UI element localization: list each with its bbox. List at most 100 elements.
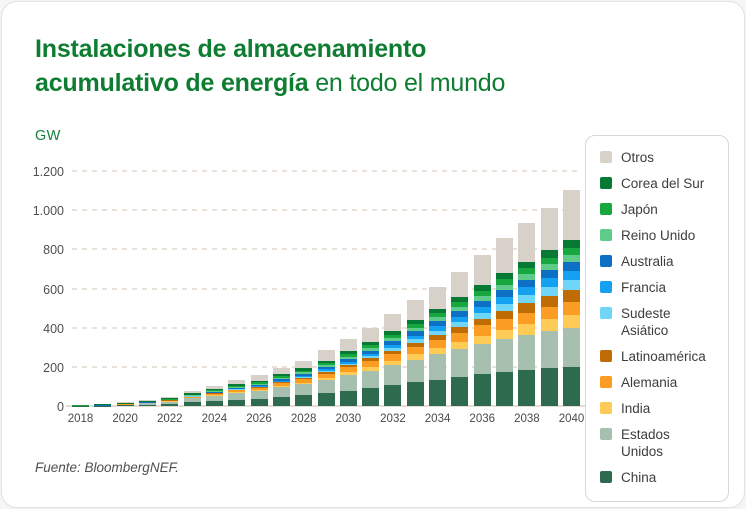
segment-reino-unido bbox=[250, 383, 268, 385]
bar-2020 bbox=[116, 402, 134, 406]
segment-alemania bbox=[429, 339, 447, 349]
segment-corea-del-sur bbox=[429, 308, 447, 314]
segment-latinoamérica bbox=[228, 389, 246, 391]
segment-corea-del-sur bbox=[138, 400, 156, 402]
x-axis-labels: 2018 2020 2022 2024 2026 2028 2030 2032 2034 2036… bbox=[68, 413, 585, 435]
bar-2033 bbox=[406, 299, 424, 406]
segment-estados-unidos bbox=[272, 387, 290, 397]
legend-label: Japón bbox=[621, 202, 658, 217]
legend-swatch bbox=[600, 376, 612, 388]
legend-swatch bbox=[600, 471, 612, 483]
segment-india bbox=[518, 324, 536, 336]
segment-india bbox=[563, 315, 580, 329]
segment-india bbox=[362, 367, 380, 371]
segment-latinoamérica bbox=[518, 303, 536, 313]
segment-corea-del-sur bbox=[72, 404, 89, 406]
segment-alemania bbox=[540, 306, 558, 320]
bar-2023 bbox=[183, 391, 201, 406]
segment-china bbox=[317, 393, 335, 406]
segment-alemania bbox=[451, 332, 469, 342]
y-axis-labels: 0 200 400 600 800 1.000 1.200 bbox=[28, 165, 72, 414]
legend-item-china: China bbox=[600, 469, 716, 486]
segment-reino-unido bbox=[295, 372, 313, 375]
x-tick-label: 2034 bbox=[424, 413, 451, 425]
segment-japón bbox=[518, 268, 536, 275]
legend-swatch bbox=[600, 307, 612, 319]
segment-latinoamérica bbox=[473, 318, 491, 326]
gridline bbox=[72, 248, 580, 251]
segment-china bbox=[496, 372, 514, 406]
segment-australia bbox=[473, 300, 491, 308]
legend: Otros Corea del Sur Japón Reino Unido Austra… bbox=[585, 135, 729, 502]
segment-china bbox=[339, 390, 357, 406]
segment-otros bbox=[496, 238, 514, 274]
segment-australia bbox=[183, 395, 201, 397]
segment-china bbox=[451, 377, 469, 406]
bar-2032 bbox=[384, 314, 402, 406]
segment-china bbox=[473, 374, 491, 406]
segment-australia bbox=[406, 331, 424, 336]
segment-francia bbox=[406, 335, 424, 340]
segment-china bbox=[183, 402, 201, 406]
segment-estados-unidos bbox=[540, 331, 558, 369]
segment-reino-unido bbox=[496, 285, 514, 291]
segment-otros bbox=[183, 391, 201, 394]
segment-estados-unidos bbox=[429, 354, 447, 380]
legend-swatch bbox=[600, 203, 612, 215]
segment-corea-del-sur bbox=[473, 285, 491, 291]
legend-swatch bbox=[600, 177, 612, 189]
segment-alemania bbox=[295, 379, 313, 383]
segment-reino-unido bbox=[339, 356, 357, 359]
segment-otros bbox=[138, 400, 156, 401]
bar-2026 bbox=[250, 375, 268, 406]
segment-corea-del-sur bbox=[540, 250, 558, 258]
segment-estados-unidos bbox=[362, 370, 380, 388]
title-regular: en todo el mundo bbox=[308, 69, 506, 97]
legend-swatch bbox=[600, 255, 612, 267]
segment-estados-unidos bbox=[228, 392, 246, 400]
segment-alemania bbox=[384, 354, 402, 361]
segment-australia bbox=[496, 290, 514, 298]
segment-corea-del-sur bbox=[384, 331, 402, 335]
segment-latinoamérica bbox=[272, 382, 290, 384]
segment-japón bbox=[339, 354, 357, 357]
segment-alemania bbox=[496, 318, 514, 330]
y-tick-label: 0 bbox=[57, 400, 64, 414]
legend-swatch bbox=[600, 229, 612, 241]
segment-latinoamérica bbox=[384, 350, 402, 355]
segment-latinoamérica bbox=[295, 377, 313, 380]
x-tick-label: 2032 bbox=[380, 413, 406, 425]
segment-japón bbox=[384, 334, 402, 339]
segment-reino-unido bbox=[473, 296, 491, 301]
segment-latinoamérica bbox=[429, 334, 447, 340]
segment-japón bbox=[250, 382, 268, 384]
segment-australia bbox=[272, 379, 290, 381]
segment-sudeste-asiático bbox=[406, 339, 424, 343]
segment-alemania bbox=[161, 400, 179, 402]
segment-australia bbox=[295, 374, 313, 376]
segment-corea-del-sur bbox=[228, 384, 246, 386]
segment-otros bbox=[339, 338, 357, 352]
segment-china bbox=[406, 382, 424, 406]
segment-corea-del-sur bbox=[518, 261, 536, 269]
segment-japón bbox=[272, 376, 290, 378]
segment-australia bbox=[540, 270, 558, 279]
segment-reino-unido bbox=[228, 386, 246, 388]
segment-francia bbox=[295, 375, 313, 378]
segment-latinoamérica bbox=[317, 372, 335, 374]
segment-australia bbox=[563, 261, 580, 271]
x-tick-label: 2026 bbox=[246, 413, 272, 425]
segment-australia bbox=[228, 387, 246, 389]
segment-corea-del-sur bbox=[250, 380, 268, 383]
legend-swatch bbox=[600, 428, 612, 440]
segment-india bbox=[317, 378, 335, 381]
segment-francia bbox=[540, 278, 558, 287]
legend-label: Estados Unidos bbox=[621, 427, 670, 459]
segment-otros bbox=[384, 314, 402, 332]
segment-corea-del-sur bbox=[496, 273, 514, 280]
segment-china bbox=[272, 396, 290, 406]
bar-2022 bbox=[161, 396, 179, 406]
segment-india bbox=[250, 390, 268, 391]
x-tick-label: 2030 bbox=[335, 413, 362, 425]
segment-corea-del-sur bbox=[317, 360, 335, 363]
